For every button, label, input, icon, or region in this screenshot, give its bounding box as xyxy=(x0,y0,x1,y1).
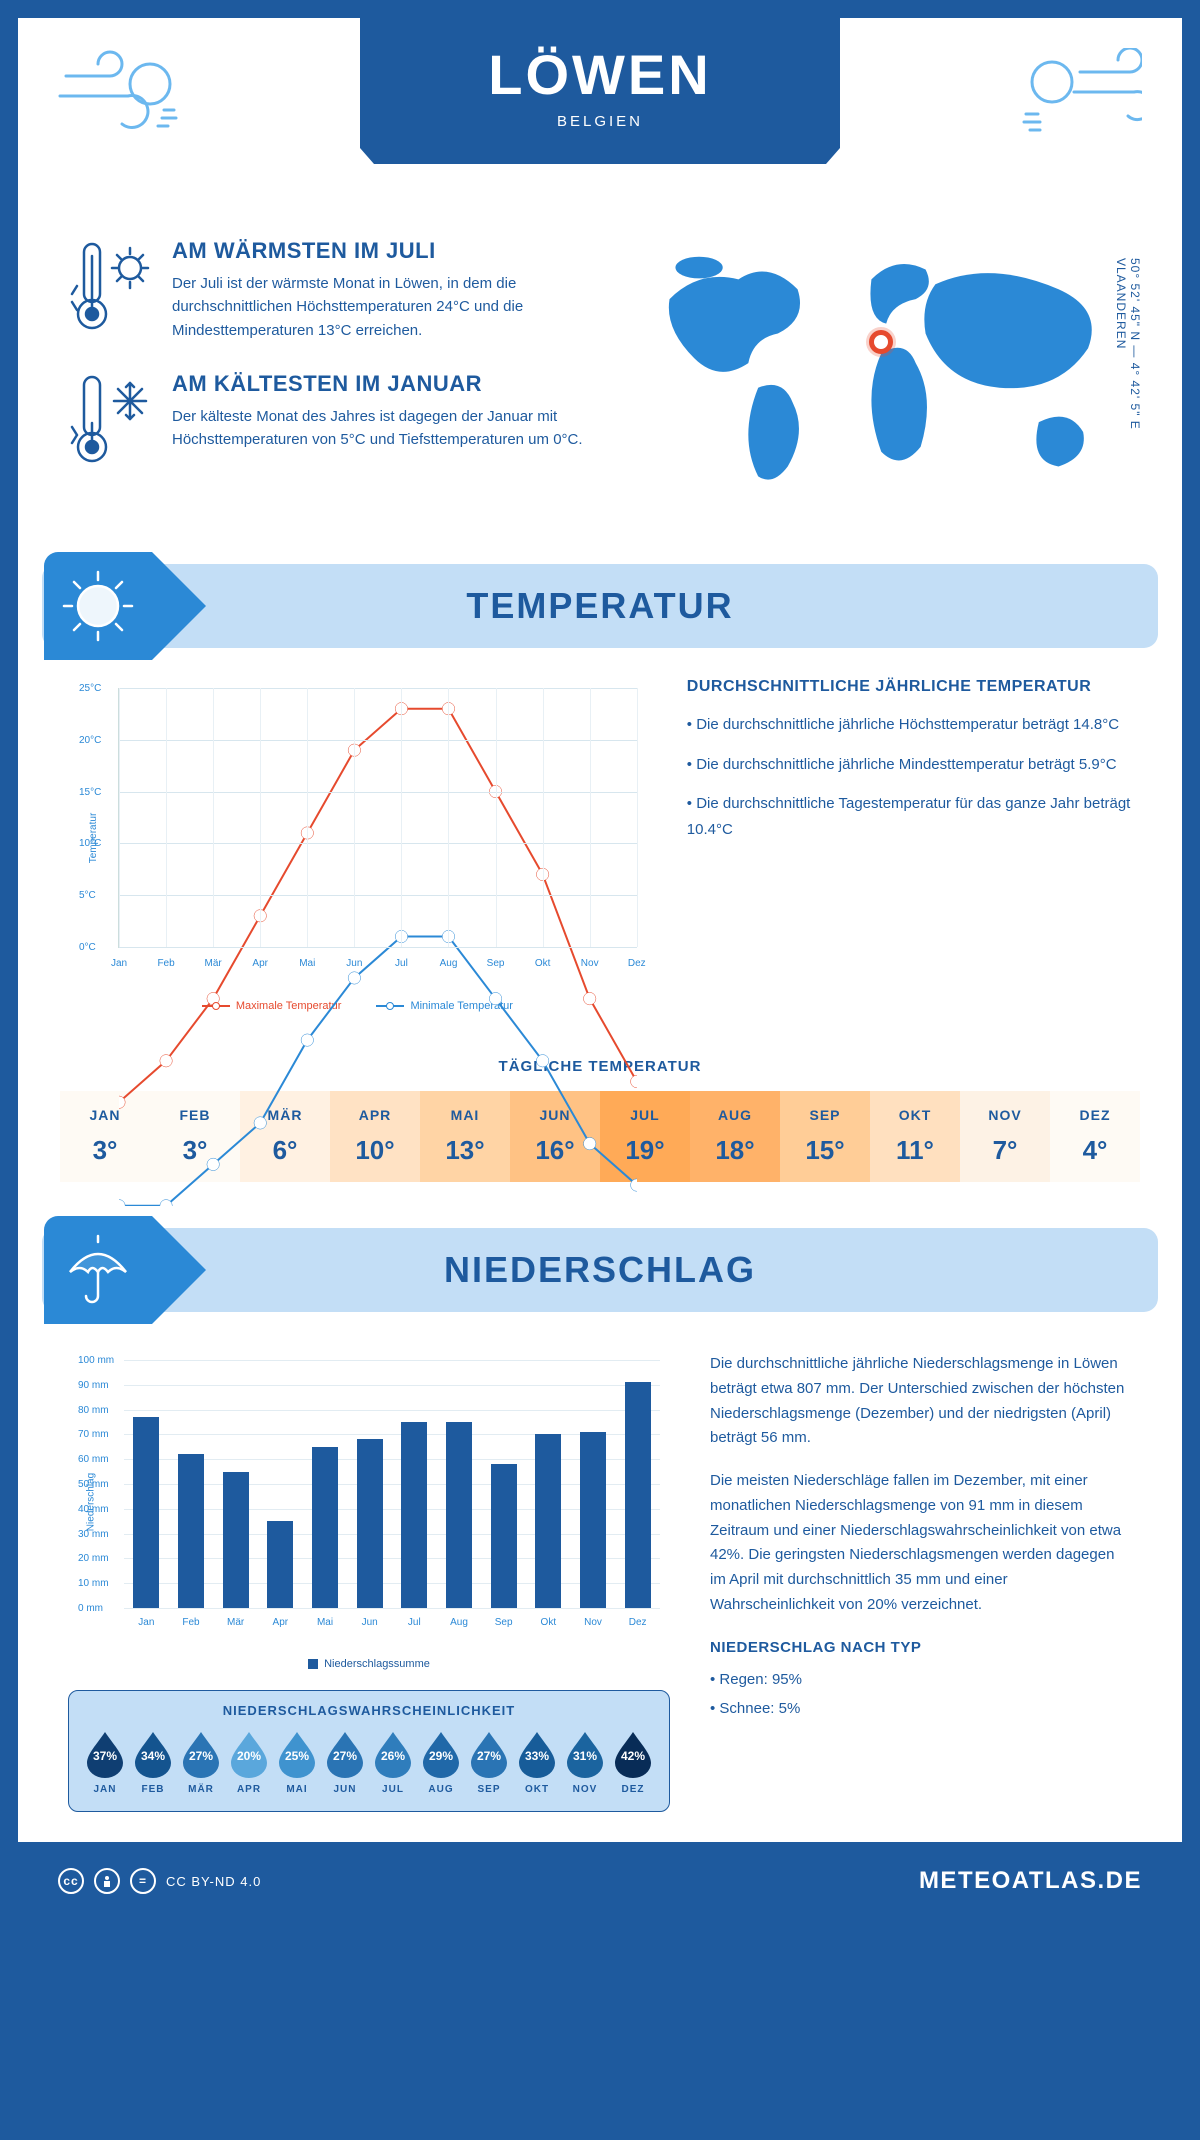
daily-temp-cell: DEZ4° xyxy=(1050,1091,1140,1182)
daily-temp-cell: AUG18° xyxy=(690,1091,780,1182)
temp-bullet: • Die durchschnittliche Tagestemperatur … xyxy=(687,791,1132,842)
chart-legend: Niederschlagssumme xyxy=(68,1658,670,1670)
wind-icon xyxy=(58,48,178,143)
fact-coldest-title: AM KÄLTESTEN IM JANUAR xyxy=(172,371,610,397)
by-icon xyxy=(94,1868,120,1894)
precip-type-item: • Schnee: 5% xyxy=(710,1697,1132,1722)
prob-title: NIEDERSCHLAGSWAHRSCHEINLICHKEIT xyxy=(83,1703,655,1718)
location-marker xyxy=(869,330,893,354)
title-ribbon: LÖWEN BELGIEN xyxy=(360,18,840,148)
precip-summary: Die durchschnittliche jährliche Niedersc… xyxy=(710,1352,1132,1812)
license-row: cc = CC BY-ND 4.0 xyxy=(58,1868,261,1894)
daily-temp-cell: SEP15° xyxy=(780,1091,870,1182)
precip-para: Die meisten Niederschläge fallen im Deze… xyxy=(710,1469,1132,1618)
fact-warmest-title: AM WÄRMSTEN IM JULI xyxy=(172,238,610,264)
temperature-row: Temperatur 0°C5°C10°C15°C20°C25°CJanFebM… xyxy=(18,678,1182,1042)
footer: cc = CC BY-ND 4.0 METEOATLAS.DE xyxy=(18,1842,1182,1920)
brand-text: METEOATLAS.DE xyxy=(919,1867,1142,1895)
thermometer-snow-icon xyxy=(68,371,154,476)
prob-cell: 29%AUG xyxy=(419,1730,463,1795)
wind-icon xyxy=(1022,48,1142,143)
fact-warmest: AM WÄRMSTEN IM JULI Der Juli ist der wär… xyxy=(68,238,610,343)
prob-cell: 26%JUL xyxy=(371,1730,415,1795)
prob-cell: 34%FEB xyxy=(131,1730,175,1795)
prob-cell: 27%MÄR xyxy=(179,1730,223,1795)
country-name: BELGIEN xyxy=(360,113,840,130)
temperature-summary: DURCHSCHNITTLICHE JÄHRLICHE TEMPERATUR •… xyxy=(687,678,1132,1012)
prob-cell: 33%OKT xyxy=(515,1730,559,1795)
prob-cell: 27%JUN xyxy=(323,1730,367,1795)
fact-warmest-text: Der Juli ist der wärmste Monat in Löwen,… xyxy=(172,272,610,342)
prob-cell: 27%SEP xyxy=(467,1730,511,1795)
thermometer-sun-icon xyxy=(68,238,154,343)
nd-icon: = xyxy=(130,1868,156,1894)
precip-row: Niederschlag 0 mm10 mm20 mm30 mm40 mm50 … xyxy=(18,1342,1182,1842)
sun-icon xyxy=(44,552,152,660)
license-text: CC BY-ND 4.0 xyxy=(166,1874,261,1889)
precip-bar-chart: Niederschlag 0 mm10 mm20 mm30 mm40 mm50 … xyxy=(68,1352,670,1652)
temp-summary-heading: DURCHSCHNITTLICHE JÄHRLICHE TEMPERATUR xyxy=(687,678,1132,696)
coordinates-label: 50° 52' 45" N — 4° 42' 5" E VLAANDEREN xyxy=(1114,258,1142,430)
umbrella-icon xyxy=(44,1216,152,1324)
section-title-precip: NIEDERSCHLAG xyxy=(444,1249,756,1291)
header: LÖWEN BELGIEN xyxy=(18,18,1182,208)
precip-type-heading: NIEDERSCHLAG NACH TYP xyxy=(710,1636,1132,1661)
temp-bullet: • Die durchschnittliche jährliche Mindes… xyxy=(687,752,1132,778)
prob-cell: 42%DEZ xyxy=(611,1730,655,1795)
fact-coldest-text: Der kälteste Monat des Jahres ist dagege… xyxy=(172,405,610,452)
section-title-temperature: TEMPERATUR xyxy=(466,585,733,627)
temp-bullet: • Die durchschnittliche jährliche Höchst… xyxy=(687,712,1132,738)
daily-temp-cell: NOV7° xyxy=(960,1091,1050,1182)
precip-type-item: • Regen: 95% xyxy=(710,1668,1132,1693)
section-banner-precip: NIEDERSCHLAG xyxy=(42,1228,1158,1312)
intro-row: AM WÄRMSTEN IM JULI Der Juli ist der wär… xyxy=(18,208,1182,544)
prob-cell: 25%MAI xyxy=(275,1730,319,1795)
prob-cell: 20%APR xyxy=(227,1730,271,1795)
prob-cell: 31%NOV xyxy=(563,1730,607,1795)
cc-icon: cc xyxy=(58,1868,84,1894)
temperature-line-chart: Temperatur 0°C5°C10°C15°C20°C25°CJanFebM… xyxy=(68,678,647,998)
world-map xyxy=(640,238,1132,498)
daily-temp-cell: OKT11° xyxy=(870,1091,960,1182)
precip-para: Die durchschnittliche jährliche Niedersc… xyxy=(710,1352,1132,1451)
prob-cell: 37%JAN xyxy=(83,1730,127,1795)
fact-coldest: AM KÄLTESTEN IM JANUAR Der kälteste Mona… xyxy=(68,371,610,476)
section-banner-temperature: TEMPERATUR xyxy=(42,564,1158,648)
city-name: LÖWEN xyxy=(360,42,840,107)
precip-probability-box: NIEDERSCHLAGSWAHRSCHEINLICHKEIT 37%JAN34… xyxy=(68,1690,670,1812)
